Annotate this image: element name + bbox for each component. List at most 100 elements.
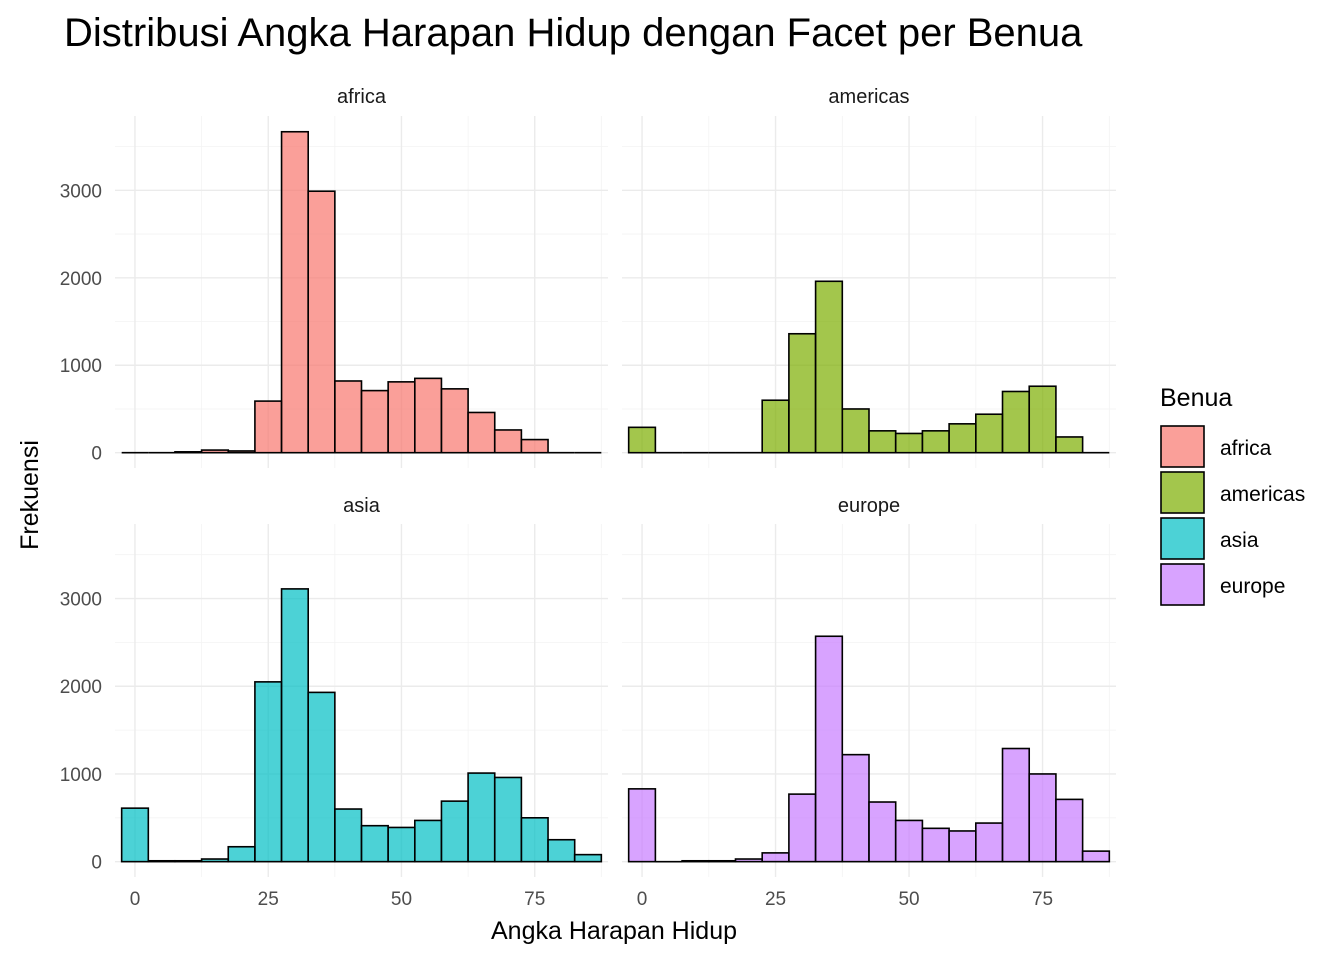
- histogram-bar: [254, 681, 283, 863]
- histogram-bar: [921, 430, 950, 454]
- histogram-bar: [520, 817, 549, 863]
- histogram-bar: [200, 449, 230, 454]
- panel-africa: africa 0 1000 2000 3000: [60, 86, 608, 468]
- histogram-bar: [921, 827, 950, 863]
- legend-label-europe: europe: [1220, 575, 1285, 598]
- histogram-bar: [1055, 798, 1084, 863]
- histogram-bar: [467, 411, 496, 454]
- histogram-bar: [1001, 390, 1031, 454]
- legend-label-asia: asia: [1220, 529, 1259, 552]
- histogram-bar: [440, 388, 469, 454]
- histogram-bar: [440, 800, 469, 863]
- legend-key-europe: [1160, 563, 1205, 606]
- x-tick-label: 0: [130, 889, 141, 910]
- histogram-bar: [254, 400, 283, 454]
- x-tick-label: 25: [765, 889, 786, 910]
- histogram-bar: [520, 438, 549, 454]
- histogram-bar: [493, 776, 523, 863]
- x-tick-label: 25: [258, 889, 279, 910]
- facet-label-asia: asia: [343, 495, 381, 517]
- x-tick-label: 0: [637, 889, 648, 910]
- histogram-bar: [227, 845, 256, 863]
- histogram-bar: [707, 859, 737, 863]
- histogram-bar: [788, 332, 817, 454]
- histogram-bar: [200, 858, 230, 863]
- x-tick-label: 75: [1032, 889, 1053, 910]
- y-tick-label: 3000: [60, 590, 102, 611]
- panel-europe: europe 0 25 50 75: [622, 495, 1116, 910]
- histogram-bar: [788, 793, 817, 863]
- histogram-bar: [227, 450, 256, 454]
- histogram-bar: [948, 423, 977, 454]
- histogram-bar: [334, 380, 363, 454]
- histogram-bar: [841, 753, 870, 863]
- histogram-bar: [761, 852, 790, 863]
- histogram-bar: [493, 429, 523, 454]
- histogram-bar: [360, 824, 389, 863]
- histogram-bar: [147, 859, 176, 863]
- histogram-bar: [120, 807, 150, 863]
- x-tick-label: 50: [898, 889, 919, 910]
- y-tick-label: 3000: [60, 181, 102, 202]
- histogram-bar: [975, 822, 1004, 863]
- facet-label-europe: europe: [838, 495, 900, 517]
- x-tick-label: 75: [524, 889, 545, 910]
- histogram-bar: [814, 635, 844, 863]
- x-axis-title: Angka Harapan Hidup: [491, 917, 737, 945]
- histogram-bar: [334, 808, 363, 863]
- histogram-bar: [948, 830, 977, 863]
- histogram-bar: [307, 190, 336, 454]
- x-tick-label: 50: [391, 889, 412, 910]
- facet-label-africa: africa: [337, 86, 387, 108]
- histogram-bar: [280, 130, 310, 454]
- histogram-bar: [627, 426, 657, 454]
- histogram-bar: [1028, 385, 1057, 454]
- histogram-bar: [280, 588, 310, 863]
- y-tick-label: 0: [91, 444, 102, 465]
- histogram-bar: [174, 451, 203, 454]
- legend-title: Benua: [1160, 384, 1232, 412]
- histogram-bar: [387, 381, 416, 454]
- legend-label-africa: africa: [1220, 437, 1272, 460]
- y-tick-label: 1000: [60, 765, 102, 786]
- y-tick-label: 0: [91, 853, 102, 874]
- histogram-bar: [814, 280, 844, 454]
- legend: Benua africa americas asia europe: [1160, 384, 1305, 606]
- histogram-bar: [1081, 850, 1111, 863]
- histogram-bar: [841, 408, 870, 454]
- histogram-bar: [627, 788, 657, 863]
- facet-panels: africa 0 1000 2000 3000 americas asia 0 1000 2000…: [60, 86, 1116, 910]
- legend-key-americas: [1160, 471, 1205, 514]
- histogram-bar: [1028, 773, 1057, 863]
- y-tick-label: 2000: [60, 677, 102, 698]
- facet-label-americas: americas: [828, 86, 909, 108]
- histogram-bar: [467, 772, 496, 863]
- legend-label-americas: americas: [1220, 483, 1305, 506]
- histogram-bar: [761, 399, 790, 454]
- y-axis-title: Frekuensi: [16, 440, 44, 550]
- legend-key-asia: [1160, 517, 1205, 560]
- histogram-bar: [413, 377, 443, 454]
- histogram-bar: [868, 801, 897, 863]
- histogram-bar: [894, 432, 924, 454]
- histogram-bar: [174, 859, 203, 863]
- histogram-bar: [547, 838, 576, 863]
- histogram-bar: [387, 826, 416, 863]
- histogram-bar: [360, 389, 389, 454]
- histogram-bar: [734, 858, 763, 863]
- histogram-bar: [307, 691, 336, 863]
- histogram-bar: [1055, 436, 1084, 454]
- chart-title: Distribusi Angka Harapan Hidup dengan Fa…: [64, 11, 1083, 55]
- y-tick-label: 1000: [60, 356, 102, 377]
- histogram-bar: [413, 819, 443, 863]
- panel-americas: americas: [622, 86, 1116, 468]
- histogram-bar: [573, 853, 603, 863]
- histogram-bar: [975, 413, 1004, 454]
- histogram-bar: [894, 819, 924, 863]
- histogram-bar: [1001, 747, 1031, 863]
- panel-asia: asia 0 1000 2000 3000 0 25 50 75: [60, 495, 608, 910]
- histogram-bar: [681, 859, 710, 863]
- histogram-bar: [868, 430, 897, 454]
- legend-key-africa: [1160, 425, 1205, 468]
